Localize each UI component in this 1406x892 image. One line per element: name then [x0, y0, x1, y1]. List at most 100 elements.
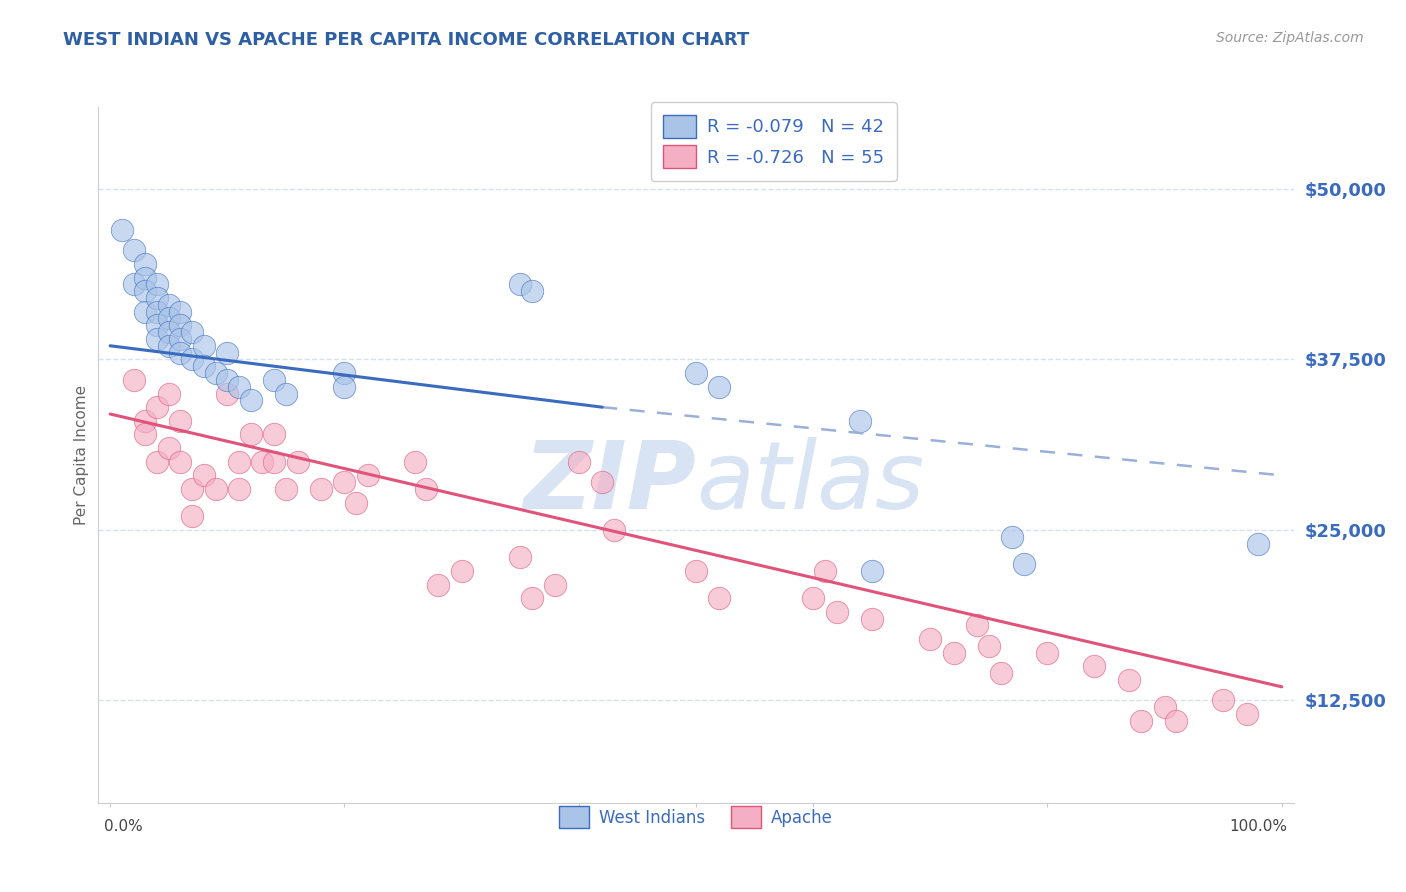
Point: [685, 564, 707, 578]
Point: [450, 564, 472, 578]
Point: [520, 284, 543, 298]
Point: [427, 577, 450, 591]
Point: [274, 482, 297, 496]
Point: [333, 366, 356, 380]
Point: [134, 284, 156, 298]
Point: [1166, 714, 1188, 728]
Point: [1153, 700, 1175, 714]
Point: [157, 339, 180, 353]
Point: [333, 475, 356, 490]
Point: [193, 339, 215, 353]
Point: [169, 304, 191, 318]
Point: [157, 441, 180, 455]
Point: [415, 482, 437, 496]
Point: [263, 373, 285, 387]
Point: [1212, 693, 1234, 707]
Point: [169, 455, 191, 469]
Point: [942, 646, 965, 660]
Point: [239, 393, 262, 408]
Point: [146, 455, 169, 469]
Point: [169, 318, 191, 333]
Point: [860, 612, 883, 626]
Point: [134, 304, 156, 318]
Point: [1083, 659, 1105, 673]
Point: [591, 475, 613, 490]
Text: ZIP: ZIP: [523, 437, 696, 529]
Point: [966, 618, 988, 632]
Point: [146, 332, 169, 346]
Point: [603, 523, 626, 537]
Point: [1012, 557, 1035, 571]
Text: WEST INDIAN VS APACHE PER CAPITA INCOME CORRELATION CHART: WEST INDIAN VS APACHE PER CAPITA INCOME …: [63, 31, 749, 49]
Point: [169, 414, 191, 428]
Point: [825, 605, 848, 619]
Point: [509, 277, 531, 292]
Point: [134, 414, 156, 428]
Point: [157, 311, 180, 326]
Point: [181, 509, 204, 524]
Point: [169, 345, 191, 359]
Point: [263, 427, 285, 442]
Point: [217, 345, 239, 359]
Text: atlas: atlas: [696, 437, 924, 528]
Point: [228, 455, 250, 469]
Point: [169, 332, 191, 346]
Point: [568, 455, 591, 469]
Point: [333, 380, 356, 394]
Point: [181, 352, 204, 367]
Point: [228, 482, 250, 496]
Point: [228, 380, 250, 394]
Point: [263, 455, 285, 469]
Point: [157, 298, 180, 312]
Point: [134, 257, 156, 271]
Point: [204, 366, 226, 380]
Point: [111, 223, 134, 237]
Point: [357, 468, 380, 483]
Point: [122, 277, 145, 292]
Point: [287, 455, 309, 469]
Legend: West Indians, Apache: West Indians, Apache: [551, 798, 841, 836]
Text: 100.0%: 100.0%: [1230, 819, 1288, 834]
Point: [193, 468, 215, 483]
Point: [157, 325, 180, 339]
Point: [157, 386, 180, 401]
Point: [814, 564, 837, 578]
Point: [146, 318, 169, 333]
Point: [685, 366, 707, 380]
Point: [1001, 530, 1024, 544]
Point: [520, 591, 543, 606]
Y-axis label: Per Capita Income: Per Capita Income: [75, 384, 89, 525]
Point: [849, 414, 872, 428]
Point: [181, 482, 204, 496]
Point: [204, 482, 226, 496]
Point: [977, 639, 1000, 653]
Point: [1236, 707, 1258, 722]
Point: [1118, 673, 1140, 687]
Point: [122, 373, 145, 387]
Point: [509, 550, 531, 565]
Point: [181, 325, 204, 339]
Point: [134, 270, 156, 285]
Point: [146, 400, 169, 414]
Point: [239, 427, 262, 442]
Point: [920, 632, 942, 646]
Point: [134, 427, 156, 442]
Point: [1247, 536, 1270, 550]
Point: [1130, 714, 1153, 728]
Point: [274, 386, 297, 401]
Point: [709, 591, 731, 606]
Point: [404, 455, 426, 469]
Point: [344, 496, 367, 510]
Point: [990, 666, 1012, 681]
Text: 0.0%: 0.0%: [104, 819, 143, 834]
Point: [122, 244, 145, 258]
Point: [193, 359, 215, 374]
Point: [252, 455, 274, 469]
Point: [860, 564, 883, 578]
Point: [146, 277, 169, 292]
Point: [544, 577, 567, 591]
Point: [801, 591, 824, 606]
Text: Source: ZipAtlas.com: Source: ZipAtlas.com: [1216, 31, 1364, 45]
Point: [217, 386, 239, 401]
Point: [146, 291, 169, 305]
